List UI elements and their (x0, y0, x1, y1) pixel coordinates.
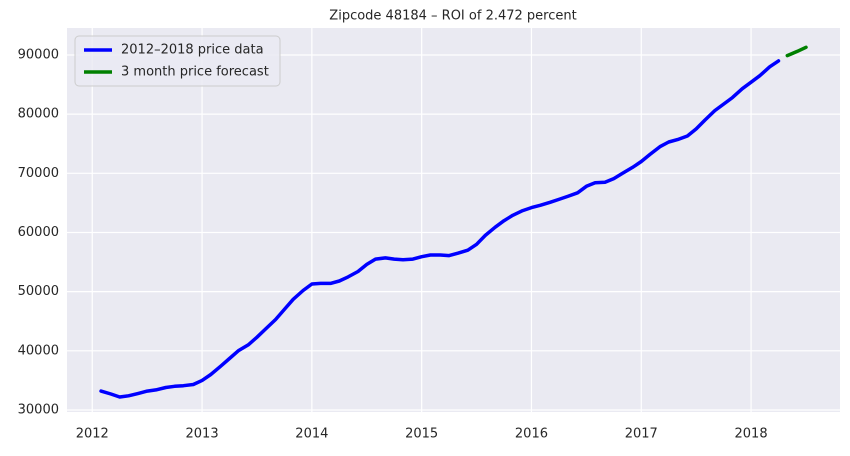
plot-area (67, 28, 840, 412)
y-tick-label: 90000 (18, 47, 59, 62)
y-tick-label: 40000 (18, 343, 59, 358)
y-tick-label: 30000 (18, 402, 59, 417)
y-tick-label: 60000 (18, 225, 59, 240)
x-tick-label: 2014 (295, 427, 328, 442)
y-tick-label: 50000 (18, 284, 59, 299)
x-tick-label: 2016 (515, 427, 548, 442)
y-tick-label: 80000 (18, 107, 59, 122)
x-tick-label: 2015 (405, 427, 438, 442)
x-tick-label: 2018 (735, 427, 768, 442)
chart-title: Zipcode 48184 – ROI of 2.472 percent (329, 9, 576, 24)
line (785, 45, 808, 58)
x-tick-label: 2012 (76, 427, 109, 442)
x-tick-label: 2017 (625, 427, 658, 442)
legend-label: 3 month price forecast (121, 65, 269, 80)
y-tick-label: 70000 (18, 166, 59, 181)
line (99, 59, 781, 399)
x-tick-label: 2013 (186, 427, 219, 442)
legend-box (74, 35, 281, 87)
legend-label: 2012–2018 price data (121, 43, 264, 58)
